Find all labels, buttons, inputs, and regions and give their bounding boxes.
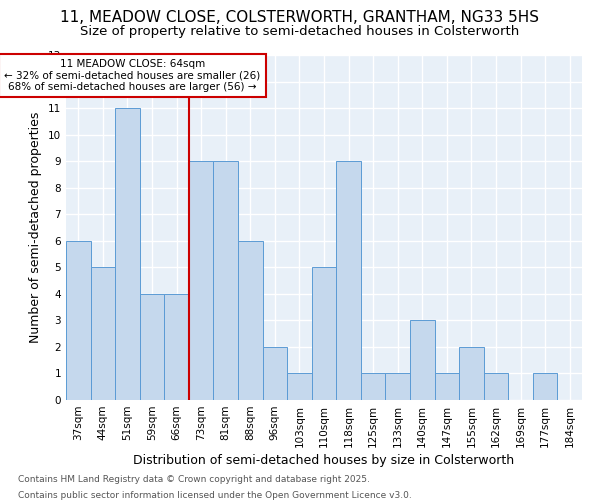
Bar [484,374,508,400]
Text: 11, MEADOW CLOSE, COLSTERWORTH, GRANTHAM, NG33 5HS: 11, MEADOW CLOSE, COLSTERWORTH, GRANTHAM… [61,10,539,25]
Text: Size of property relative to semi-detached houses in Colsterworth: Size of property relative to semi-detach… [80,24,520,38]
Text: Contains HM Land Registry data © Crown copyright and database right 2025.: Contains HM Land Registry data © Crown c… [18,475,370,484]
Bar [164,294,189,400]
Bar [434,374,459,400]
Bar [263,347,287,400]
Bar [115,108,140,400]
Bar [385,374,410,400]
X-axis label: Distribution of semi-detached houses by size in Colsterworth: Distribution of semi-detached houses by … [133,454,515,467]
Bar [238,241,263,400]
Bar [189,161,214,400]
Bar [140,294,164,400]
Bar [459,347,484,400]
Bar [336,161,361,400]
Bar [287,374,312,400]
Bar [533,374,557,400]
Bar [361,374,385,400]
Text: 11 MEADOW CLOSE: 64sqm
← 32% of semi-detached houses are smaller (26)
68% of sem: 11 MEADOW CLOSE: 64sqm ← 32% of semi-det… [4,59,260,92]
Bar [91,268,115,400]
Text: Contains public sector information licensed under the Open Government Licence v3: Contains public sector information licen… [18,492,412,500]
Bar [312,268,336,400]
Y-axis label: Number of semi-detached properties: Number of semi-detached properties [29,112,43,343]
Bar [410,320,434,400]
Bar [214,161,238,400]
Bar [66,241,91,400]
